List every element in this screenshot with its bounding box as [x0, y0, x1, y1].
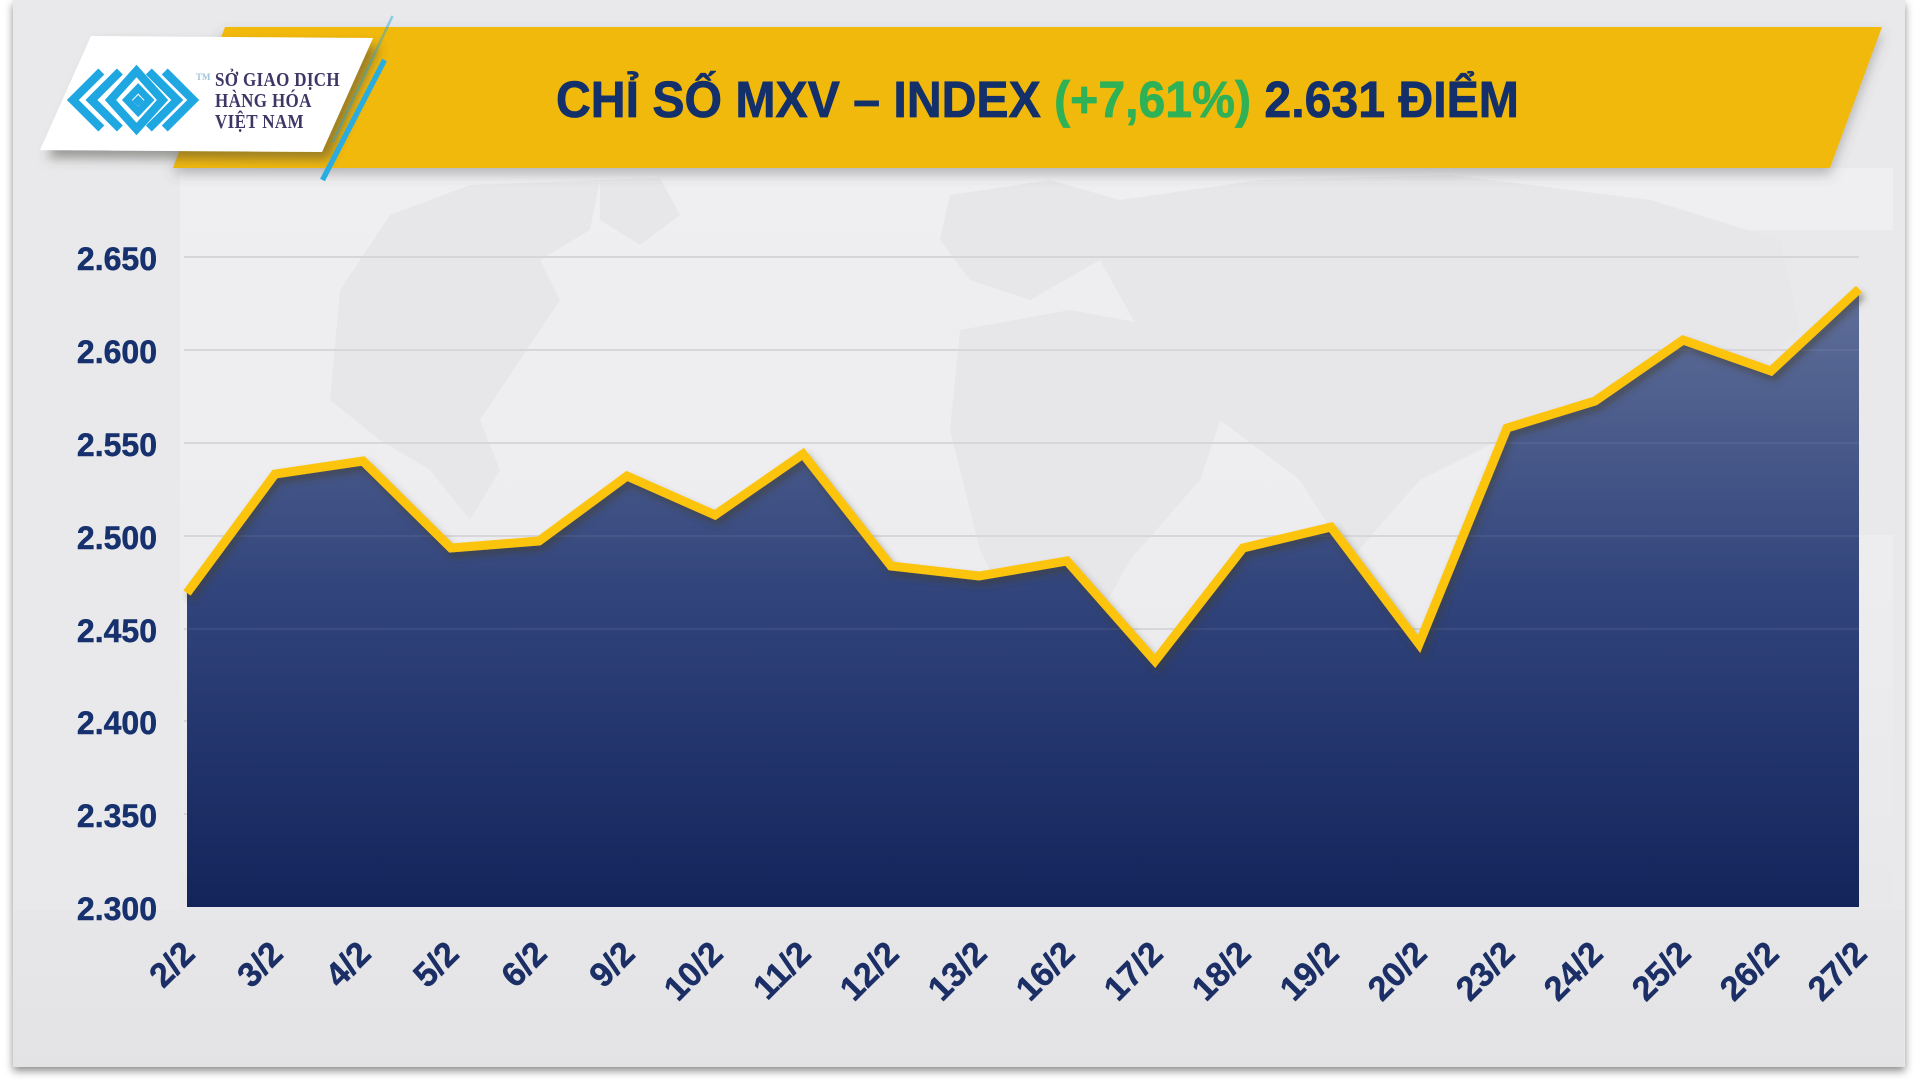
svg-text:TM: TM	[196, 72, 211, 82]
